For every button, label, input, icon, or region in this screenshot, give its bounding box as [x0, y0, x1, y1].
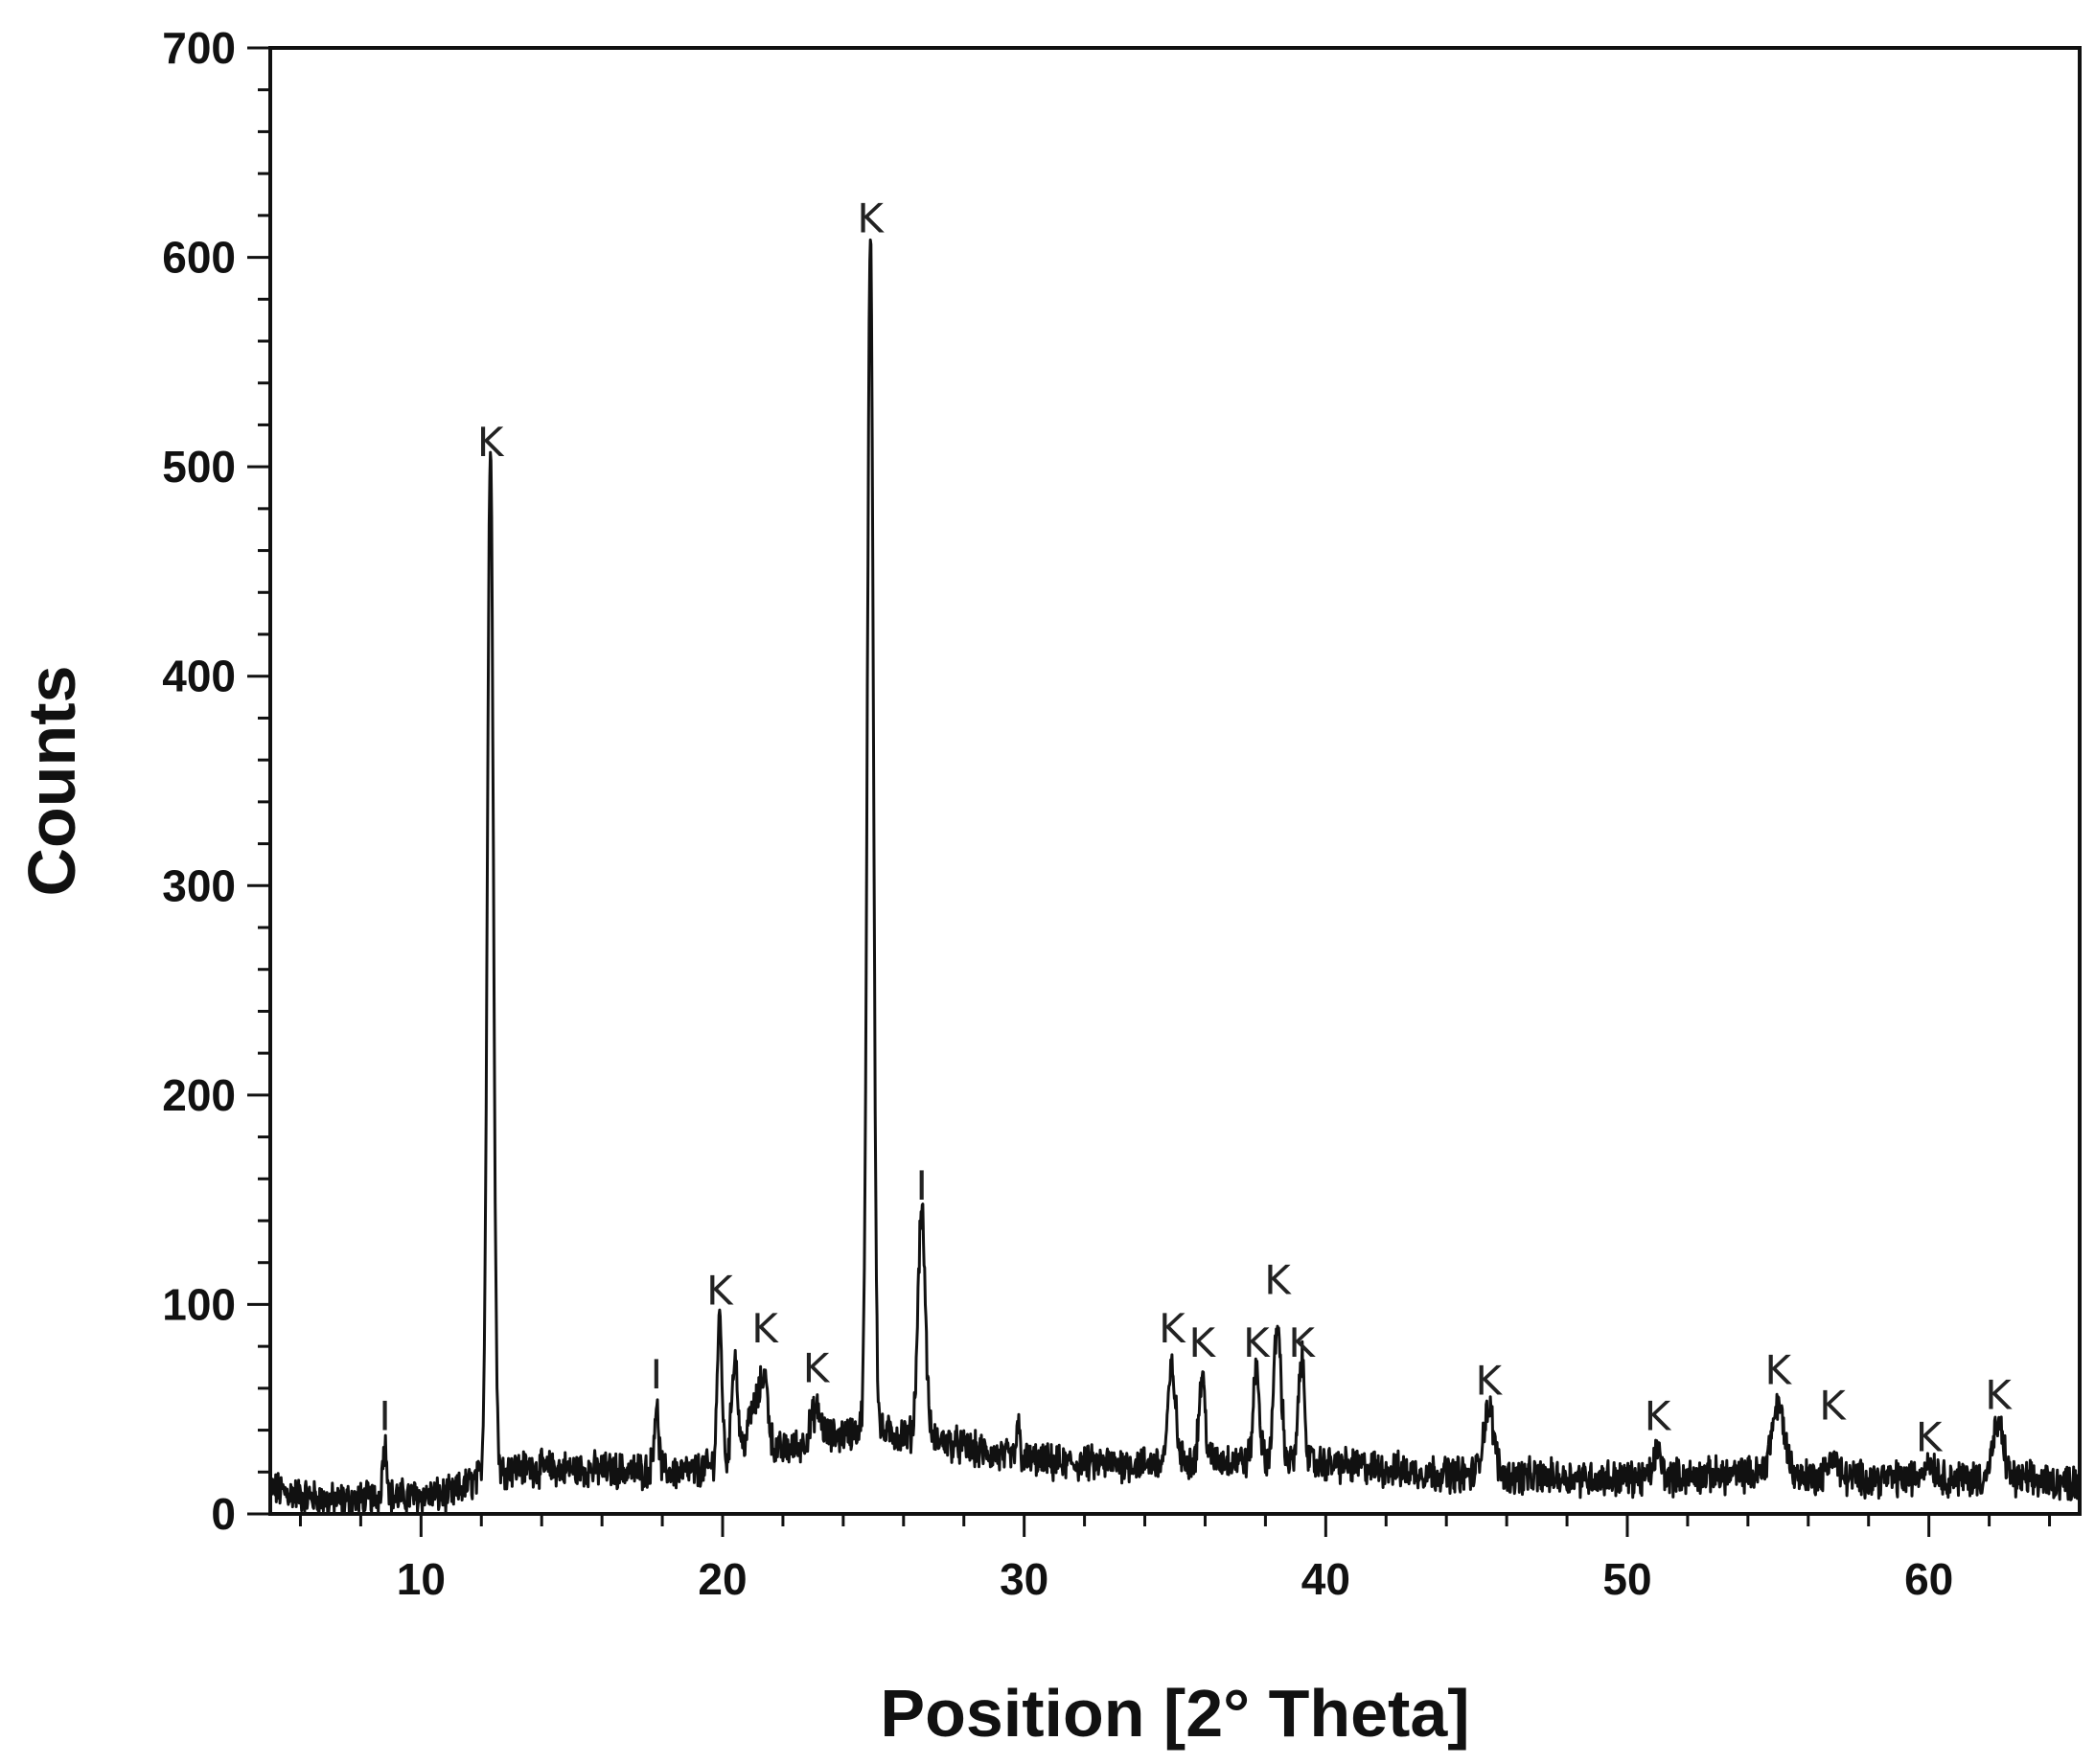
peak-label: I [379, 1393, 390, 1440]
peak-label: K [1916, 1413, 1944, 1460]
peak-label: K [477, 419, 505, 466]
peak-label: K [706, 1267, 734, 1314]
axis-ticks [247, 46, 2052, 1537]
x-tick-label: 20 [698, 1554, 747, 1604]
peak-label: K [1645, 1393, 1672, 1440]
y-tick-label: 700 [162, 23, 236, 73]
peak-label: K [1475, 1357, 1503, 1404]
peak-label: K [1243, 1319, 1271, 1366]
peak-label: K [1189, 1319, 1217, 1366]
peak-label: K [1985, 1372, 2013, 1419]
x-tick-label: 60 [1904, 1554, 1953, 1604]
y-tick-label: 600 [162, 233, 236, 283]
peak-label: I [651, 1351, 662, 1398]
x-tick-label: 40 [1301, 1554, 1350, 1604]
y-tick-label: 0 [211, 1489, 236, 1539]
y-tick-label: 200 [162, 1070, 236, 1120]
plot-frame [268, 46, 2082, 1516]
peak-label: K [1765, 1346, 1793, 1393]
peak-label: K [1159, 1305, 1186, 1352]
peak-label: I [915, 1162, 927, 1209]
x-tick-label: 50 [1602, 1554, 1651, 1604]
y-axis-title: Counts [14, 665, 89, 896]
peak-label: K [1288, 1319, 1316, 1366]
x-tick-label: 10 [397, 1554, 446, 1604]
peak-label: K [857, 195, 885, 241]
y-tick-label: 100 [162, 1279, 236, 1329]
peak-label: K [1819, 1383, 1847, 1430]
tick-labels: 0 100 200 300 400 500 600 700 10 20 30 40 50 60 [162, 23, 1953, 1604]
peak-label: K [1264, 1257, 1292, 1304]
peak-label: K [803, 1344, 831, 1391]
y-tick-label: 400 [162, 652, 236, 701]
x-tick-label: 30 [1000, 1554, 1048, 1604]
x-axis-title: Position [2° Theta] [880, 1676, 1469, 1751]
diffraction-trace [268, 238, 2082, 1514]
y-tick-label: 500 [162, 442, 236, 492]
y-tick-label: 300 [162, 860, 236, 910]
peak-label: K [751, 1305, 779, 1352]
